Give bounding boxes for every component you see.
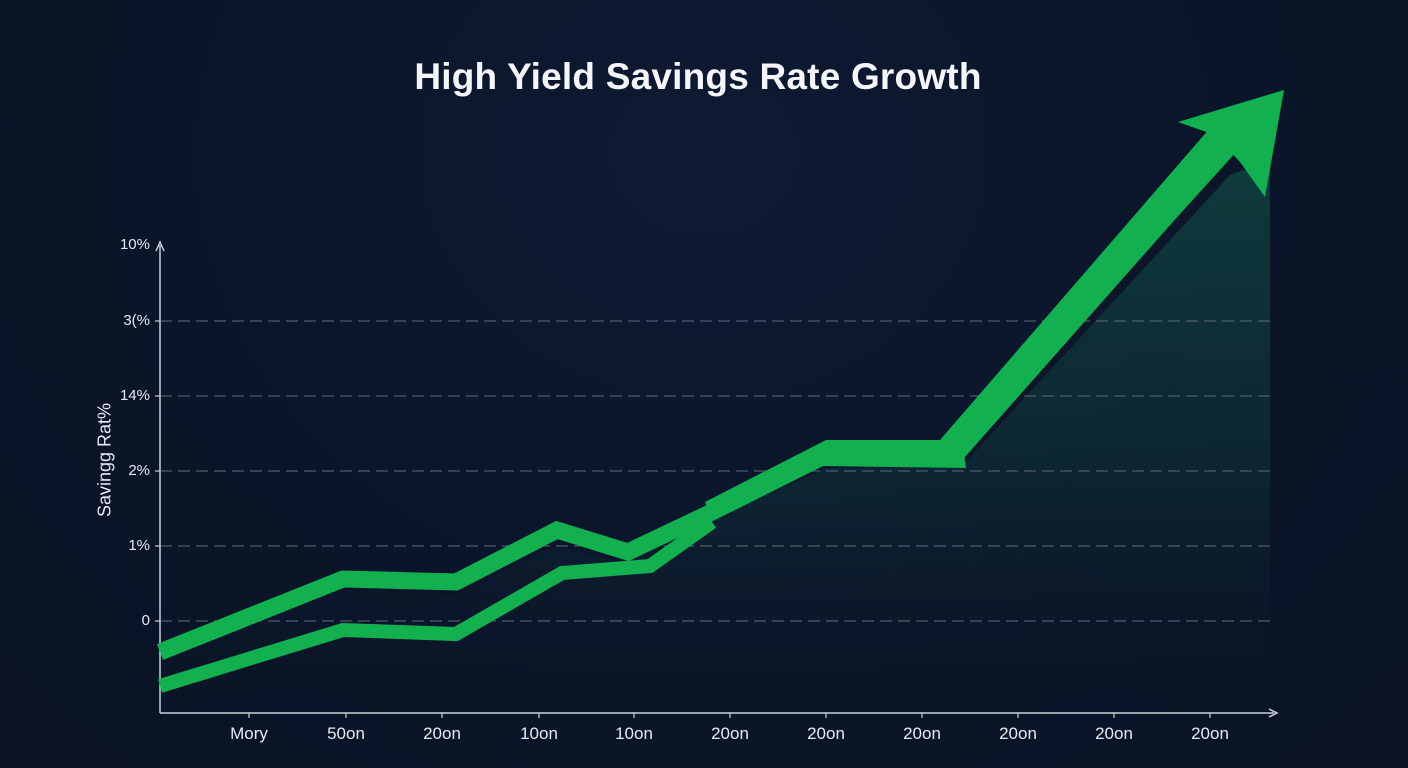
x-tick-label: 20on bbox=[1095, 724, 1133, 743]
chart-title: High Yield Savings Rate Growth bbox=[414, 56, 982, 97]
y-axis-label: Savingg Rat% bbox=[94, 402, 115, 518]
x-tick-label: 20on bbox=[1191, 724, 1229, 743]
x-tick-label: Mory bbox=[230, 724, 268, 743]
arrowhead-icon bbox=[1178, 90, 1284, 197]
x-tick-label: 20on bbox=[423, 724, 461, 743]
y-tick-label: 3(% bbox=[123, 312, 150, 329]
x-tick-label: 20on bbox=[807, 724, 845, 743]
y-tick-label: 0 bbox=[141, 612, 150, 629]
x-tick-label: 50on bbox=[327, 724, 365, 743]
x-axis bbox=[160, 708, 1279, 718]
y-tick-label: 2% bbox=[128, 462, 150, 479]
series-lower-line bbox=[157, 516, 717, 693]
y-tick-label: 1% bbox=[128, 537, 150, 554]
x-tick-label: 10on bbox=[615, 724, 653, 743]
y-tick-label: 10% bbox=[119, 236, 150, 253]
x-tick-label: 20on bbox=[711, 724, 749, 743]
x-tick-label: 20on bbox=[999, 724, 1037, 743]
x-tick-label: 10on bbox=[520, 724, 558, 743]
series-upper-tail bbox=[940, 128, 1238, 440]
x-tick-label: 20on bbox=[903, 724, 941, 743]
y-tick-label: 14% bbox=[119, 387, 150, 404]
y-axis bbox=[155, 240, 165, 713]
